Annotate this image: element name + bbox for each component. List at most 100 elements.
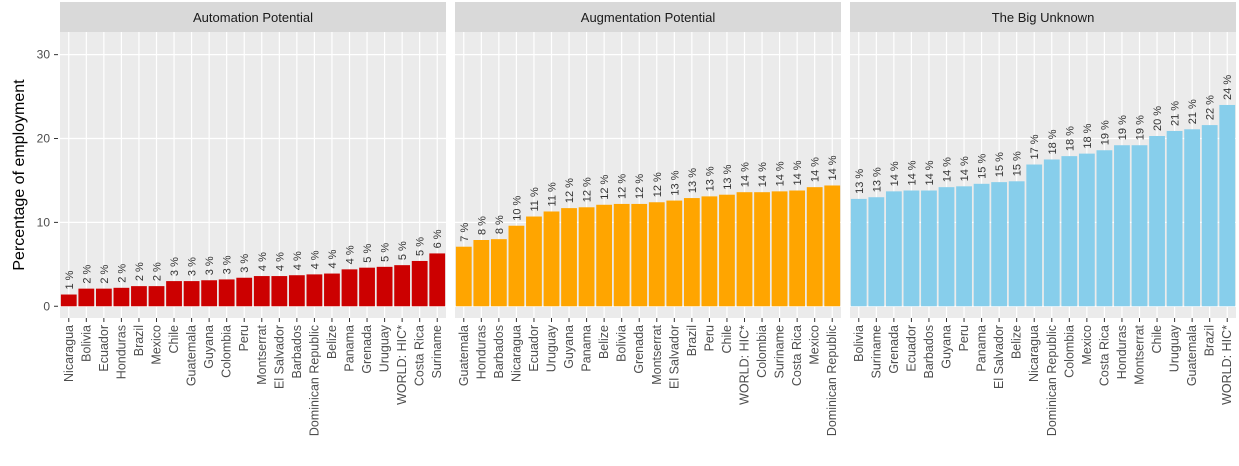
value-label: 6 % — [432, 229, 444, 248]
x-tick-label: Belize — [1010, 325, 1024, 359]
value-label: 14 % — [775, 161, 787, 186]
x-tick-label: WORLD: HIC* — [1220, 325, 1234, 405]
bar — [683, 198, 700, 307]
value-label: 1 % — [64, 270, 76, 289]
value-label: 4 % — [345, 245, 357, 264]
panel-title: Automation Potential — [193, 10, 313, 25]
value-label: 22 % — [1205, 95, 1217, 120]
x-tick-label: Costa Rica — [413, 325, 427, 386]
x-tick-label: Montserrat — [255, 324, 269, 384]
strip — [60, 2, 446, 32]
x-tick-label: Nicaragua — [1027, 325, 1041, 382]
value-label: 2 % — [134, 262, 146, 281]
bar — [973, 183, 990, 307]
bar — [1219, 104, 1236, 307]
bar — [719, 194, 735, 307]
bar — [359, 267, 375, 307]
value-label: 14 % — [889, 161, 901, 186]
bar — [991, 182, 1008, 307]
value-label: 14 % — [810, 157, 822, 182]
x-tick-label: Uruguay — [545, 324, 559, 372]
bar — [1078, 153, 1095, 307]
value-label: 18 % — [1082, 123, 1094, 148]
value-label: 2 % — [152, 262, 164, 281]
value-label: 12 % — [582, 177, 594, 202]
value-label: 5 % — [362, 244, 374, 263]
x-tick-label: Montserrat — [650, 324, 664, 384]
bar — [1026, 164, 1043, 307]
x-tick-label: Peru — [237, 325, 251, 351]
bar — [341, 269, 358, 307]
x-tick-label: Panama — [343, 325, 357, 372]
bar — [956, 186, 972, 307]
x-tick-label: Guyana — [940, 325, 954, 369]
value-label: 24 % — [1222, 75, 1234, 100]
value-label: 14 % — [906, 160, 918, 185]
value-label: 4 % — [274, 252, 286, 271]
x-tick-label: WORLD: HIC* — [395, 325, 409, 405]
bar — [473, 240, 490, 307]
value-label: 12 % — [634, 174, 646, 199]
x-tick-label: Belize — [325, 325, 339, 359]
value-label: 12 % — [599, 174, 611, 199]
value-label: 15 % — [1012, 151, 1024, 176]
value-label: 12 % — [617, 174, 629, 199]
x-tick-label: Bolivia — [852, 325, 866, 362]
value-label: 21 % — [1170, 101, 1182, 126]
value-label: 13 % — [722, 164, 734, 189]
bar — [789, 190, 806, 307]
bar — [429, 253, 446, 307]
y-tick-label: 30 — [37, 48, 51, 62]
value-label: 8 % — [476, 216, 488, 235]
value-label: 4 % — [292, 251, 304, 270]
bar — [868, 197, 885, 307]
strip — [850, 2, 1236, 32]
x-tick-label: Ecuador — [97, 325, 111, 372]
value-label: 19 % — [1117, 115, 1129, 140]
value-label: 10 % — [511, 195, 523, 220]
x-tick-label: Barbados — [290, 325, 304, 379]
bar — [113, 287, 130, 307]
bar — [271, 276, 288, 307]
bar — [806, 187, 823, 307]
value-label: 3 % — [239, 254, 251, 273]
value-label: 20 % — [1152, 106, 1164, 131]
x-tick-label: Guyana — [562, 325, 576, 369]
x-tick-label: Bolivia — [615, 325, 629, 362]
value-label: 3 % — [222, 255, 234, 274]
bar — [613, 203, 630, 307]
value-label: 18 % — [1047, 129, 1059, 154]
value-label: 5 % — [397, 241, 409, 260]
x-tick-label: Panama — [975, 325, 989, 372]
value-label: 12 % — [564, 178, 576, 203]
x-tick-label: Chile — [720, 325, 734, 354]
value-label: 13 % — [687, 168, 699, 193]
x-tick-label: Mexico — [808, 325, 822, 365]
x-tick-label: Brazil — [685, 325, 699, 356]
x-tick-label: Colombia — [755, 325, 769, 378]
bar — [771, 191, 788, 307]
x-tick-label: Grenada — [632, 325, 646, 374]
bar — [236, 277, 253, 307]
value-label: 15 % — [977, 154, 989, 179]
value-label: 2 % — [99, 264, 111, 283]
x-tick-label: El Salvador — [667, 325, 681, 389]
y-tick-label: 10 — [37, 215, 51, 229]
x-tick-label: Suriname — [430, 325, 444, 379]
value-label: 14 % — [757, 162, 769, 187]
bar — [631, 203, 648, 307]
x-tick-label: Uruguay — [1168, 324, 1182, 372]
x-tick-label: Grenada — [360, 325, 374, 374]
bar — [60, 294, 77, 307]
x-tick-label: Panama — [580, 325, 594, 372]
value-label: 8 % — [494, 215, 506, 234]
bar — [131, 286, 147, 307]
x-tick-label: Mexico — [150, 325, 164, 365]
bar — [183, 281, 200, 307]
value-label: 4 % — [309, 250, 321, 269]
bar — [903, 190, 920, 307]
x-tick-label: Honduras — [1115, 325, 1129, 379]
value-label: 14 % — [740, 162, 752, 187]
bar — [1166, 130, 1183, 307]
